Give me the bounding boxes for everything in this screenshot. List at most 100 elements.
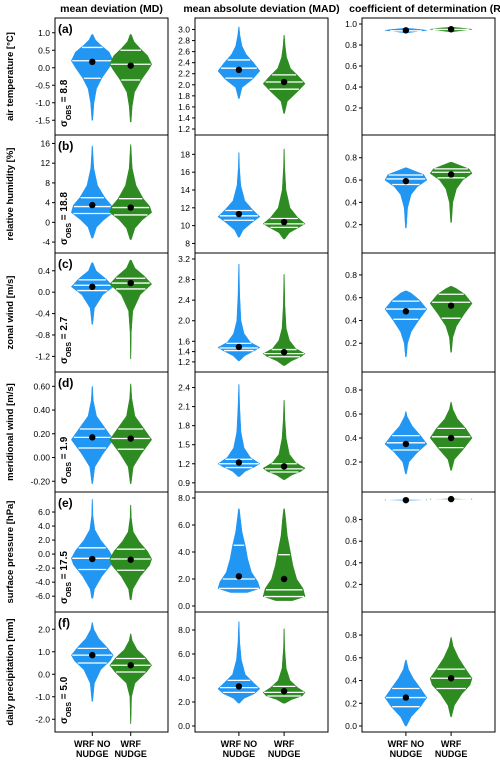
panel-label: (d)	[58, 376, 73, 390]
mean-dot	[402, 496, 410, 504]
y-tick-label: -4.0	[35, 577, 50, 587]
column-title: mean deviation (MD)	[60, 3, 163, 15]
y-tick-label: 2.0	[178, 316, 190, 326]
mean-dot	[89, 58, 96, 65]
y-tick-label: 8	[185, 238, 190, 248]
violin-wrf-nudge	[109, 504, 152, 600]
y-tick-label: 8.0	[178, 625, 190, 635]
mean-dot	[402, 177, 410, 185]
x-category-label-line2: NUDGE	[435, 749, 468, 759]
violin-wrf-nudge	[429, 286, 473, 353]
x-category-label-line1: WRF NO	[74, 739, 111, 749]
y-tick-label: 1.2	[178, 124, 190, 134]
y-tick-label: 0.8	[345, 385, 357, 395]
y-tick-label: 0.0	[345, 721, 357, 731]
y-tick-label: 6.0	[178, 520, 190, 530]
y-tick-label: 0.2	[345, 220, 357, 230]
violin-wrf-nudge	[109, 34, 152, 123]
y-tick-label: 0.0	[38, 669, 50, 679]
mean-dot	[89, 434, 96, 441]
y-tick-label: 2.0	[178, 80, 190, 90]
y-tick-label: 0.2	[345, 338, 357, 348]
violin-wrf-nudge	[262, 628, 306, 704]
y-tick-label: -2.0	[35, 714, 50, 724]
y-tick-label: -1.2	[35, 351, 50, 361]
row-ylabel: relative humidity [%]	[5, 148, 16, 241]
y-tick-label: -1.5	[35, 115, 50, 125]
y-tick-label: 4	[45, 198, 50, 208]
y-tick-label: 3.2	[178, 254, 190, 264]
y-tick-label: 1.2	[178, 459, 190, 469]
mean-dot	[280, 218, 288, 226]
y-tick-label: 0.4	[345, 82, 357, 92]
column-title: coefficient of determination (R²)	[349, 3, 500, 15]
panel-frame	[194, 371, 329, 493]
y-tick-label: 0.9	[178, 478, 190, 488]
mean-dot	[280, 348, 288, 356]
sigma-annotation: σOBS = 1.9	[59, 436, 73, 484]
y-tick-label: -0.4	[35, 309, 50, 319]
mean-dot	[402, 694, 410, 701]
y-tick-label: 0.8	[345, 40, 357, 50]
y-tick-label: 0.6	[345, 175, 357, 185]
y-tick-label: 0.00	[33, 453, 50, 463]
panel-label: (f)	[58, 616, 70, 630]
y-tick-label: 2.4	[178, 295, 190, 305]
row-ylabel: daily precipitation [mm]	[5, 618, 16, 725]
y-tick-label: 0.0	[38, 287, 50, 297]
y-tick-label: 6.0	[178, 649, 190, 659]
y-tick-label: -4	[42, 237, 50, 247]
mean-dot	[402, 27, 410, 34]
y-tick-label: 0.4	[345, 558, 357, 568]
sigma-annotation: σOBS = 18.8	[59, 192, 73, 245]
y-tick-label: 1.4	[178, 113, 190, 123]
mean-dot	[280, 463, 288, 470]
mean-dot	[127, 62, 134, 69]
panel-frame	[194, 491, 329, 613]
mean-dot	[127, 662, 134, 669]
y-tick-label: 8.0	[178, 493, 190, 503]
panel-frame	[361, 17, 496, 136]
panel-frame	[361, 371, 496, 493]
mean-dot	[89, 555, 96, 563]
violin-wrf-no-nudge	[217, 26, 261, 99]
y-tick-label: 0.8	[345, 153, 357, 163]
y-tick-label: 2.8	[178, 36, 190, 46]
y-tick-label: 0.2	[345, 698, 357, 708]
violin-wrf-no-nudge	[217, 621, 261, 704]
y-tick-label: 2.0	[38, 624, 50, 634]
violin-wrf-nudge	[429, 161, 473, 223]
x-category-label-line1: WRF NO	[388, 739, 425, 749]
y-tick-label: -1.0	[35, 98, 50, 108]
y-tick-label: 2.4	[178, 383, 190, 393]
y-tick-label: 0.0	[178, 601, 190, 611]
panel-frame	[194, 611, 329, 733]
violin-wrf-nudge	[109, 259, 153, 360]
sigma-annotation: σOBS = 17.5	[59, 551, 73, 604]
panel-label: (b)	[58, 139, 73, 153]
x-category-label-line2: NUDGE	[223, 749, 256, 759]
panel-frame	[194, 134, 329, 254]
sigma-annotation: σOBS = 5.0	[59, 676, 73, 724]
mean-dot	[447, 675, 455, 682]
y-tick-label: 0.8	[345, 630, 357, 640]
y-tick-label: 1.8	[178, 421, 190, 431]
mean-dot	[447, 171, 455, 178]
y-tick-label: 2.2	[178, 69, 190, 79]
column-title: mean absolute deviation (MAD)	[183, 3, 339, 15]
y-tick-label: 0.2	[345, 457, 357, 467]
mean-dot	[235, 459, 243, 466]
y-tick-label: 18	[181, 149, 191, 159]
panel-label: (a)	[58, 22, 73, 36]
violin-wrf-nudge	[109, 144, 152, 240]
y-tick-label: 0.0	[178, 721, 190, 731]
violin-wrf-no-nudge	[71, 34, 114, 121]
mean-dot	[235, 573, 243, 580]
panel-frame	[54, 611, 169, 733]
y-tick-label: 12	[181, 203, 191, 213]
y-tick-label: -2.0	[35, 563, 50, 573]
mean-dot	[447, 495, 455, 503]
violin-wrf-no-nudge	[384, 290, 428, 358]
y-tick-label: 0.4	[345, 433, 357, 443]
